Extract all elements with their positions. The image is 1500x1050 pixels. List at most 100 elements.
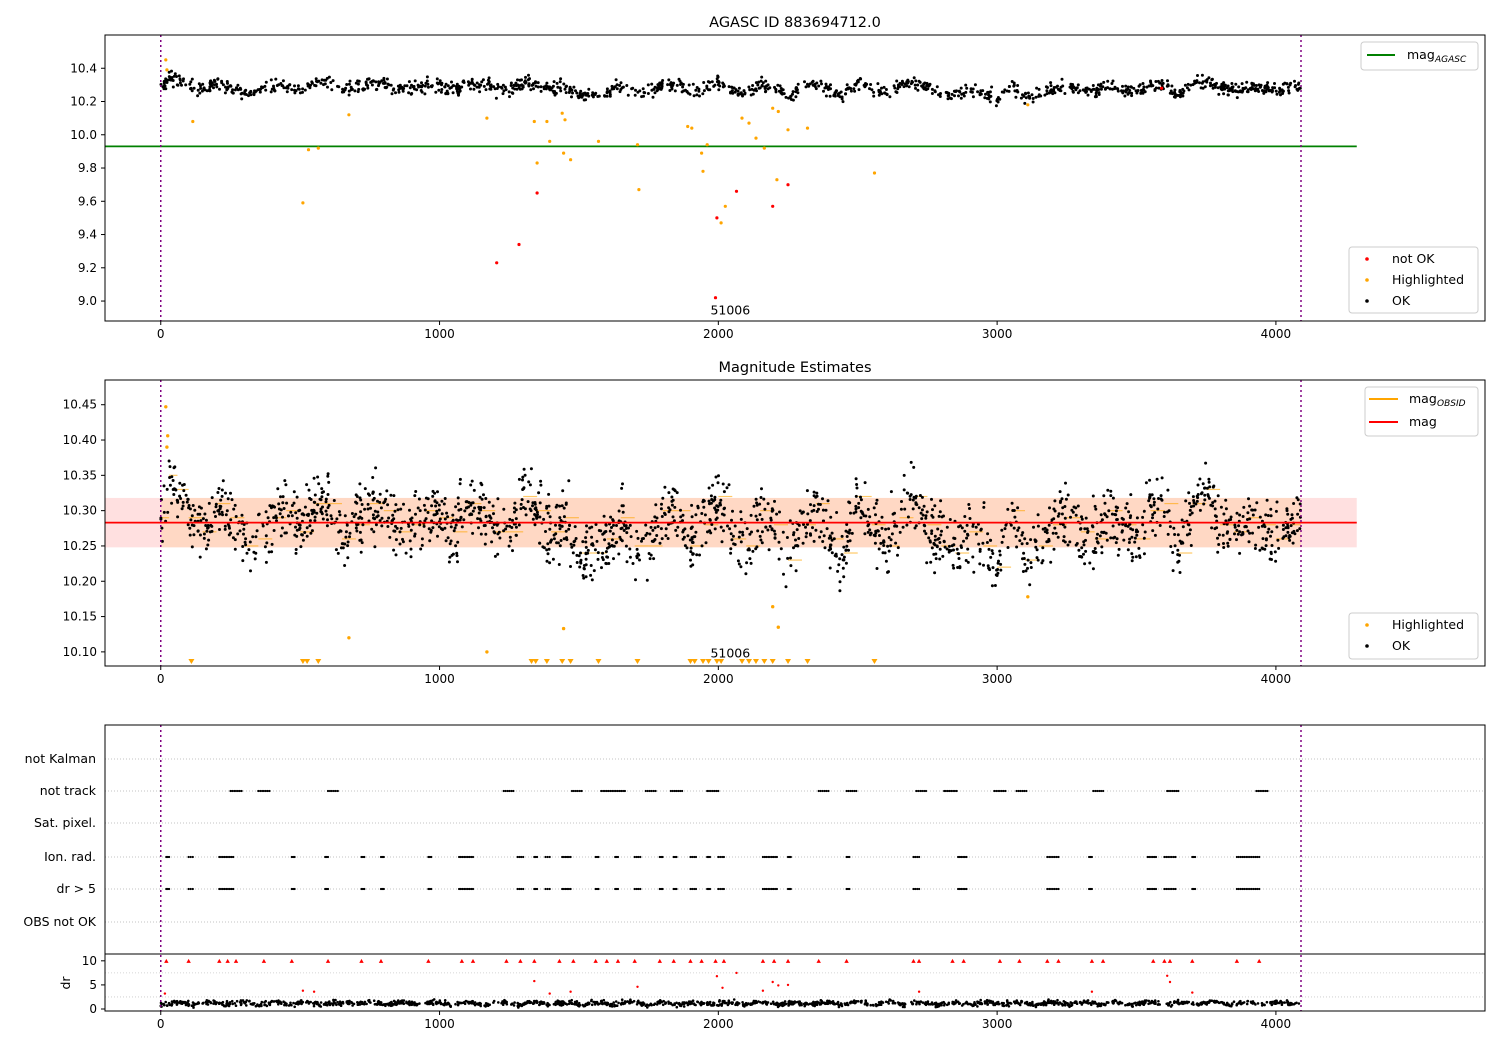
ok-point bbox=[165, 81, 169, 84]
ok-point bbox=[1087, 87, 1091, 91]
ok-point bbox=[249, 89, 253, 93]
ok-point bbox=[1251, 531, 1254, 535]
dr-point bbox=[691, 1002, 694, 1005]
ok-point bbox=[1195, 80, 1199, 84]
highlighted-point bbox=[686, 124, 690, 129]
ok-point bbox=[1045, 89, 1049, 93]
ok-point bbox=[537, 491, 541, 495]
ok-point bbox=[229, 491, 232, 495]
ok-point bbox=[730, 89, 734, 93]
ok-point bbox=[1270, 530, 1274, 534]
ok-point bbox=[671, 487, 675, 491]
highlighted-point bbox=[771, 605, 775, 609]
flag-marker bbox=[1237, 887, 1240, 891]
dr-point bbox=[1025, 1000, 1029, 1004]
ok-point bbox=[204, 518, 208, 522]
ok-point bbox=[267, 550, 271, 554]
ok-point bbox=[446, 515, 450, 519]
ok-point bbox=[1124, 84, 1128, 88]
ok-point bbox=[768, 524, 772, 528]
ok-point bbox=[1157, 497, 1160, 500]
y-tick-label: 10.35 bbox=[63, 468, 97, 482]
ok-point bbox=[1291, 541, 1295, 545]
ok-point bbox=[514, 533, 518, 537]
ok-point bbox=[702, 89, 706, 93]
flag-marker bbox=[1250, 887, 1253, 891]
ok-point bbox=[1269, 514, 1273, 518]
ok-point bbox=[585, 530, 589, 534]
ok-point bbox=[168, 465, 172, 469]
ok-point bbox=[759, 496, 763, 499]
dr-point bbox=[245, 1004, 248, 1007]
dr-point bbox=[570, 1002, 573, 1005]
ok-point bbox=[842, 545, 846, 549]
ok-point bbox=[269, 78, 273, 82]
flag-marker bbox=[1172, 887, 1175, 891]
legend-frame bbox=[1360, 41, 1479, 71]
ok-point bbox=[575, 91, 579, 95]
ok-point bbox=[928, 83, 932, 87]
ok-point bbox=[231, 536, 235, 540]
ok-point bbox=[546, 552, 550, 556]
ok-point bbox=[593, 548, 597, 552]
ok-point bbox=[217, 487, 221, 490]
ok-point bbox=[199, 519, 203, 523]
flag-marker bbox=[232, 855, 235, 859]
ok-point bbox=[279, 495, 282, 499]
ok-point bbox=[169, 78, 173, 82]
flag-marker bbox=[1170, 887, 1173, 891]
flag-marker bbox=[1255, 789, 1258, 793]
ok-point bbox=[857, 506, 861, 510]
flag-marker bbox=[1254, 855, 1257, 859]
ok-point bbox=[508, 535, 512, 539]
dr-point bbox=[915, 1000, 918, 1004]
flag-marker bbox=[848, 887, 851, 891]
ok-point bbox=[922, 523, 926, 527]
ok-point bbox=[717, 474, 720, 478]
ok-point bbox=[877, 90, 881, 94]
flag-marker bbox=[1246, 855, 1250, 859]
ok-point bbox=[1036, 524, 1040, 528]
ok-point bbox=[1153, 533, 1157, 537]
ok-point bbox=[1034, 95, 1038, 99]
ok-point bbox=[739, 540, 743, 544]
flag-marker bbox=[293, 887, 296, 891]
ok-point bbox=[817, 84, 821, 88]
ok-point bbox=[711, 499, 715, 503]
ok-point bbox=[409, 547, 413, 551]
ok-point bbox=[611, 532, 615, 536]
ok-point bbox=[465, 500, 469, 504]
ok-point bbox=[394, 553, 398, 557]
highlighted-point bbox=[719, 221, 723, 225]
ok-point bbox=[449, 525, 453, 529]
ok-point bbox=[1287, 89, 1291, 93]
dr-point bbox=[749, 1003, 752, 1006]
flag-marker bbox=[761, 887, 765, 891]
ok-point bbox=[912, 465, 916, 469]
flag-marker bbox=[470, 855, 473, 859]
ok-point bbox=[634, 578, 637, 582]
ok-point bbox=[776, 83, 780, 87]
ok-point bbox=[911, 507, 915, 511]
ok-point bbox=[239, 87, 243, 91]
ok-point bbox=[768, 86, 772, 90]
ok-point bbox=[898, 530, 902, 534]
dr-point bbox=[235, 999, 239, 1003]
ok-point bbox=[1145, 85, 1149, 89]
ok-point bbox=[569, 565, 572, 568]
ok-point bbox=[1079, 527, 1082, 531]
flag-marker bbox=[238, 789, 241, 793]
ok-point bbox=[605, 87, 609, 91]
ok-point bbox=[760, 517, 764, 521]
ok-point bbox=[574, 537, 578, 540]
dr-point bbox=[164, 1000, 167, 1004]
flag-marker bbox=[923, 789, 926, 793]
ok-point bbox=[1034, 545, 1038, 549]
ok-point bbox=[436, 490, 439, 494]
ok-point bbox=[545, 85, 549, 89]
ok-point bbox=[359, 538, 363, 542]
ok-point bbox=[1224, 498, 1228, 502]
flag-marker bbox=[1172, 855, 1175, 859]
flag-marker bbox=[1053, 855, 1056, 859]
ok-point bbox=[808, 519, 812, 523]
